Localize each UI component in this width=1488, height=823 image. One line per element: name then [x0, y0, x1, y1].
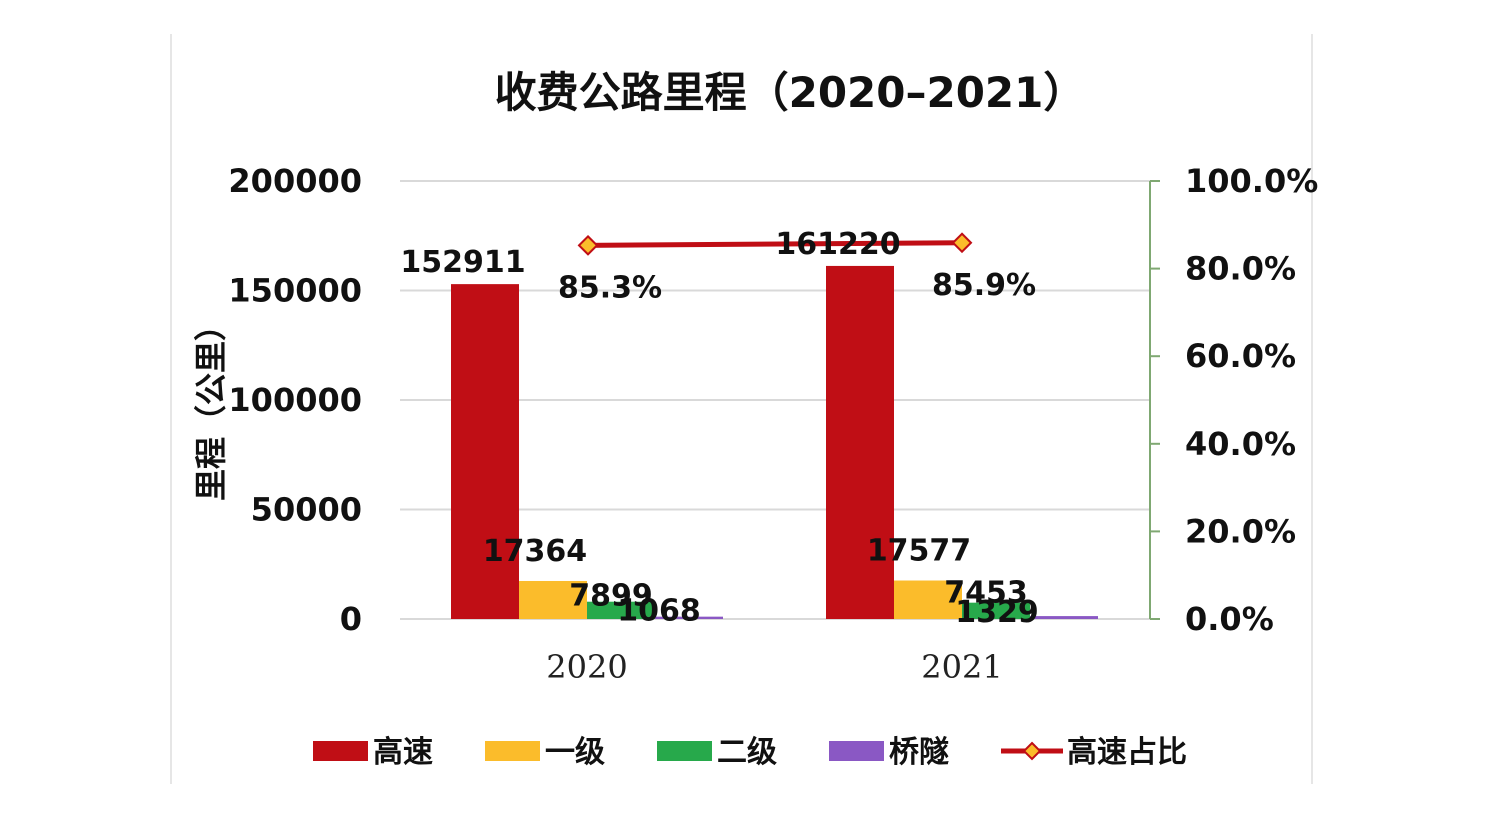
data-label: 17577	[867, 534, 971, 569]
x-tick-label: 2021	[921, 648, 1002, 686]
legend-swatch-一级	[485, 741, 540, 761]
legend-marker-swatch	[1022, 741, 1042, 761]
data-label: 7899	[569, 579, 653, 614]
y2-tick-label: 0.0%	[1185, 600, 1274, 638]
data-label: 1068	[617, 594, 701, 629]
share-marker	[951, 232, 973, 254]
y2-tick-label: 20.0%	[1185, 512, 1296, 550]
y2-tick-label: 80.0%	[1185, 250, 1296, 288]
y2-tick-label: 60.0%	[1185, 337, 1296, 375]
share-data-label: 85.9%	[932, 268, 1036, 303]
frame-right-edge	[1311, 34, 1313, 784]
data-label: 1329	[955, 595, 1039, 630]
share-data-label: 85.3%	[558, 270, 662, 305]
bar-桥隧-2021	[1030, 616, 1098, 619]
data-label: 7453	[944, 576, 1028, 611]
bar-桥隧-2020	[655, 616, 723, 619]
legend-label: 高速占比	[1067, 735, 1187, 770]
bar-一级-2020	[519, 580, 587, 619]
data-label: 161220	[775, 227, 900, 262]
legend-swatch-高速	[313, 741, 368, 761]
y2-tick-label: 40.0%	[1185, 425, 1296, 463]
y2-tick-label: 100.0%	[1185, 162, 1318, 200]
frame-left-edge	[170, 34, 172, 784]
bar-二级-2021	[962, 602, 1030, 619]
bar-二级-2020	[587, 601, 655, 619]
legend-label: 桥隧	[889, 735, 949, 770]
bar-高速-2021	[826, 265, 894, 619]
share-marker	[577, 234, 599, 256]
y-tick-label: 150000	[228, 272, 362, 310]
x-tick-label: 2020	[546, 648, 627, 686]
data-label: 17364	[483, 534, 587, 569]
share-line-series	[577, 232, 973, 256]
share-line	[587, 240, 963, 248]
bar-高速-2020	[451, 284, 519, 619]
legend-label: 一级	[545, 735, 605, 770]
axes: 0 50000 100000 150000 200000 0.0% 20.0% 40.0% 60…	[228, 162, 1318, 686]
legend-swatch-桥隧	[829, 741, 884, 761]
y-tick-label: 100000	[228, 381, 362, 419]
y-tick-label: 0	[340, 600, 362, 638]
legend: 高速 一级 二级 桥隧 高速占比	[313, 735, 1187, 770]
data-label: 152911	[400, 245, 525, 280]
bar-series	[451, 265, 1098, 619]
chart-title: 收费公路里程（2020–2021）	[495, 68, 1086, 117]
legend-label: 二级	[717, 735, 777, 770]
y-tick-label: 200000	[228, 162, 362, 200]
bar-一级-2021	[894, 580, 962, 619]
legend-label: 高速	[373, 735, 433, 770]
y-axis-title: 里程（公里）	[192, 309, 230, 501]
legend-swatch-二级	[657, 741, 712, 761]
y-tick-label: 50000	[251, 491, 362, 529]
